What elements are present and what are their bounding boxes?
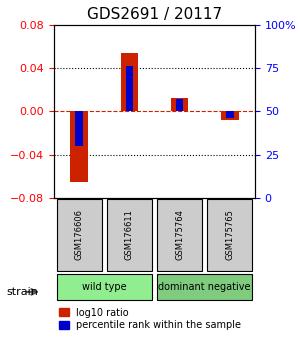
Title: GDS2691 / 20117: GDS2691 / 20117 (87, 7, 222, 22)
Bar (121, 53, 138, 111)
Bar (176, 99, 183, 111)
Bar (171, 98, 188, 111)
Bar (126, 66, 133, 111)
Bar (70, 111, 88, 182)
FancyBboxPatch shape (207, 199, 253, 271)
Bar (226, 111, 234, 118)
Text: wild type: wild type (82, 282, 127, 292)
Text: GSM175765: GSM175765 (225, 210, 234, 261)
FancyBboxPatch shape (107, 199, 152, 271)
Bar (221, 111, 239, 120)
Text: GSM175764: GSM175764 (175, 210, 184, 261)
FancyBboxPatch shape (56, 199, 102, 271)
Legend: log10 ratio, percentile rank within the sample: log10 ratio, percentile rank within the … (59, 308, 242, 330)
FancyBboxPatch shape (56, 274, 152, 300)
FancyBboxPatch shape (157, 199, 202, 271)
Text: GSM176611: GSM176611 (125, 210, 134, 261)
Text: GSM176606: GSM176606 (75, 210, 84, 261)
Bar (75, 111, 83, 146)
Text: strain: strain (6, 287, 38, 297)
FancyBboxPatch shape (157, 274, 253, 300)
Text: dominant negative: dominant negative (158, 282, 251, 292)
